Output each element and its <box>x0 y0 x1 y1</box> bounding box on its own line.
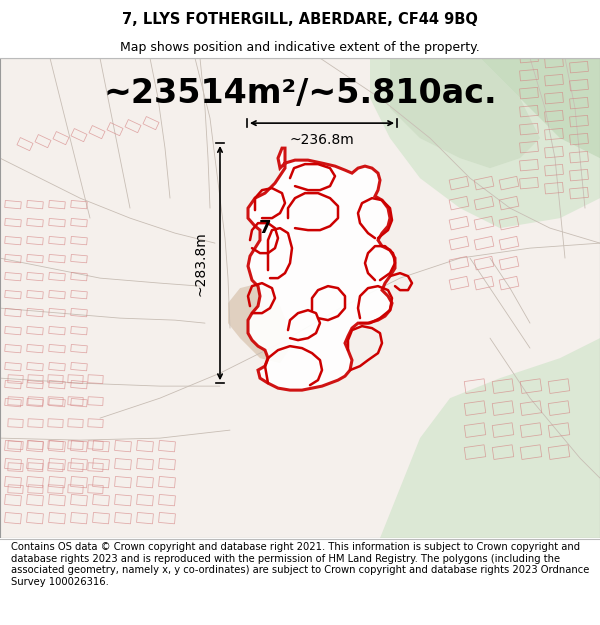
Text: ~236.8m: ~236.8m <box>290 133 355 147</box>
Polygon shape <box>380 338 600 538</box>
Polygon shape <box>228 283 290 363</box>
Polygon shape <box>370 58 600 228</box>
Polygon shape <box>480 58 600 158</box>
Text: 7: 7 <box>259 219 271 237</box>
Text: ~23514m²/~5.810ac.: ~23514m²/~5.810ac. <box>103 77 497 109</box>
Polygon shape <box>390 58 540 168</box>
Text: 7, LLYS FOTHERGILL, ABERDARE, CF44 9BQ: 7, LLYS FOTHERGILL, ABERDARE, CF44 9BQ <box>122 11 478 26</box>
Text: Contains OS data © Crown copyright and database right 2021. This information is : Contains OS data © Crown copyright and d… <box>11 542 589 587</box>
Polygon shape <box>248 148 395 390</box>
Text: ~283.8m: ~283.8m <box>194 231 208 296</box>
Text: Map shows position and indicative extent of the property.: Map shows position and indicative extent… <box>120 41 480 54</box>
